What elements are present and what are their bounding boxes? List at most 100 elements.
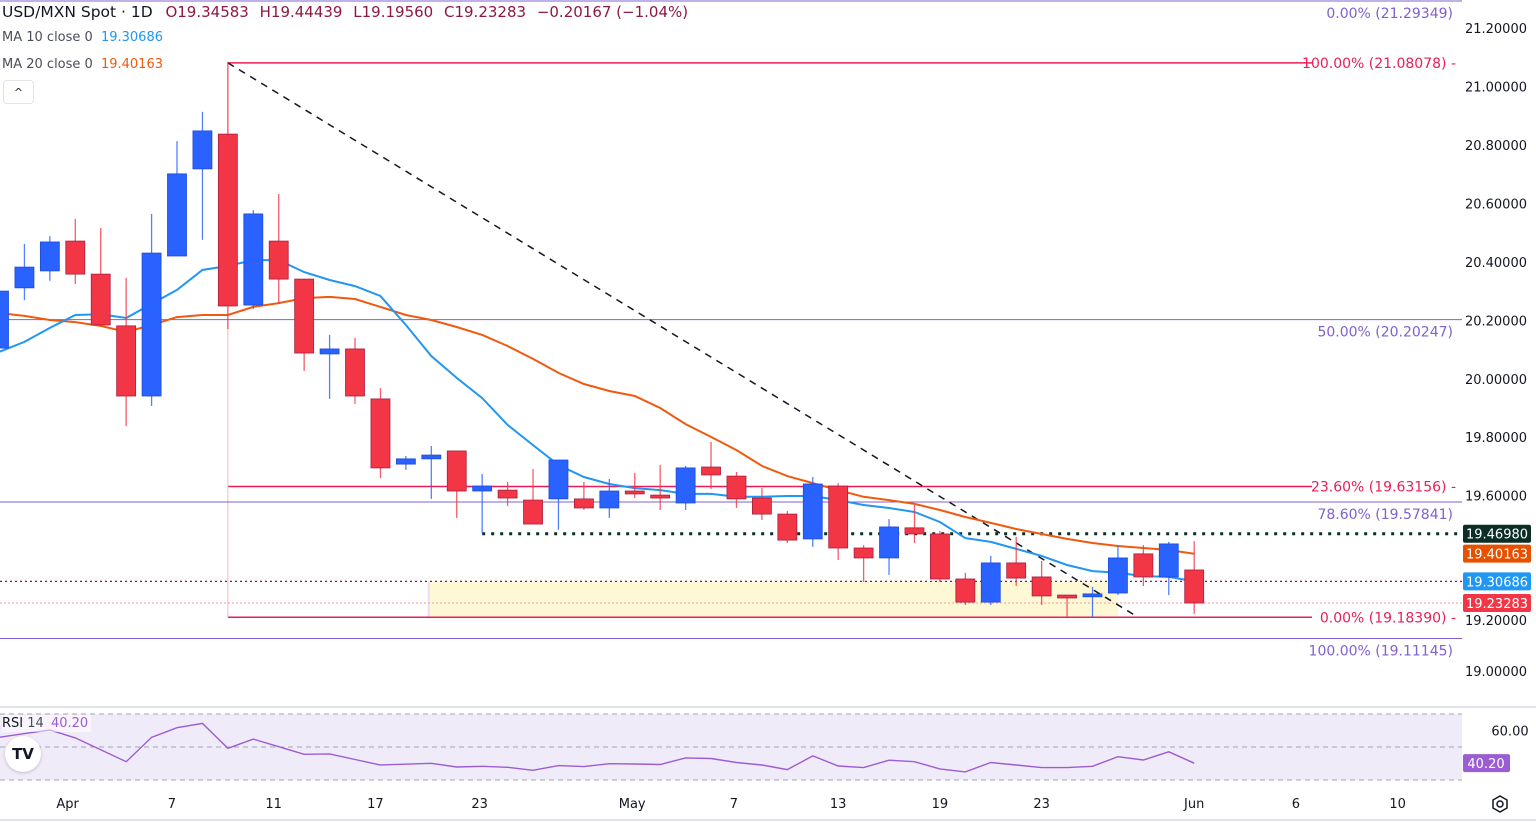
- rsi-pane: [0, 713, 1462, 781]
- candle-body: [1133, 553, 1154, 578]
- symbol-title[interactable]: USD/MXN Spot · 1D: [2, 3, 153, 21]
- rsi-label: RSI: [2, 716, 24, 731]
- rsi-line-path: [0, 722, 1195, 773]
- candle-body: [802, 483, 823, 540]
- candle-body: [395, 458, 416, 465]
- price-tick-label: 19.20000: [1465, 614, 1527, 629]
- price-tick-label: 19.00000: [1465, 665, 1527, 680]
- ma10-legend[interactable]: MA 10 close 0 19.30686: [2, 30, 163, 45]
- candle-body: [90, 273, 111, 326]
- candle-up: [0, 290, 9, 349]
- candle-body: [0, 290, 9, 349]
- candle-body: [1006, 562, 1027, 579]
- candle-up: [599, 479, 620, 518]
- rsi-tick-label: 60.00: [1491, 725, 1528, 740]
- candle-down: [116, 277, 137, 427]
- price-tick-label: 20.60000: [1465, 197, 1527, 212]
- candle-body: [421, 454, 442, 460]
- chevron-up-icon: ^: [13, 85, 24, 99]
- candle-body: [1057, 594, 1077, 599]
- candle-body: [497, 489, 518, 499]
- price-tick-label: 19.60000: [1465, 490, 1527, 505]
- candle-body: [599, 490, 620, 509]
- range-zone-rect: [428, 581, 1118, 618]
- candle-body: [217, 133, 238, 307]
- candle-body: [980, 562, 1001, 603]
- collapse-legend-button[interactable]: ^: [3, 80, 34, 104]
- candle-down: [904, 505, 925, 544]
- candle-down: [497, 481, 518, 506]
- time-tick-label: 11: [265, 797, 282, 812]
- time-axis[interactable]: Apr 7 11 17 23 May 7 13 19 23 Jun 6 10: [0, 797, 1536, 821]
- ma10-value: 19.30686: [100, 30, 163, 45]
- candle-body: [1031, 576, 1052, 597]
- time-tick-label: May: [619, 797, 646, 812]
- candle-body: [65, 240, 86, 275]
- candle-down: [90, 227, 111, 327]
- rsi-legend[interactable]: RSI 14 40.20: [2, 715, 92, 732]
- candle-down: [624, 472, 645, 499]
- candle-body: [904, 527, 925, 535]
- candle-body: [167, 173, 187, 257]
- candle-down: [752, 488, 772, 520]
- candles: [0, 61, 1205, 617]
- price-tick-label: 20.20000: [1465, 314, 1527, 329]
- candle-body: [14, 266, 35, 289]
- candle-down: [650, 464, 671, 511]
- candle-down: [573, 481, 594, 511]
- candle-body: [1184, 569, 1205, 604]
- settings-gear-icon[interactable]: [1490, 794, 1510, 814]
- candle-down: [1184, 541, 1205, 614]
- fib-purple-label: 100.00% (19.11145): [1309, 643, 1453, 659]
- candle-body: [370, 398, 391, 469]
- candle-body: [345, 348, 365, 397]
- ma20-legend[interactable]: MA 20 close 0 19.40163: [2, 57, 163, 72]
- candle-body: [141, 252, 162, 397]
- time-tick-label: 10: [1389, 797, 1406, 812]
- candle-down: [777, 510, 798, 544]
- candle-down: [930, 531, 950, 582]
- trendline: [227, 62, 1139, 618]
- candle-down: [828, 483, 849, 560]
- candle-down: [370, 388, 391, 479]
- time-tick-label: 6: [1292, 797, 1300, 812]
- tradingview-logo-icon[interactable]: TV: [5, 736, 41, 772]
- moving-averages: [0, 259, 1195, 583]
- candle-down: [217, 61, 238, 330]
- candle-up: [14, 244, 35, 301]
- price-badge-label: 19.46980: [1466, 528, 1528, 543]
- candle-down: [268, 194, 289, 304]
- price-tick-label: 19.80000: [1465, 431, 1527, 446]
- candle-down: [523, 469, 543, 525]
- candle-body: [319, 348, 340, 355]
- candle-down: [701, 441, 721, 489]
- candle-down: [1133, 545, 1154, 587]
- fib-red-label: 0.00% (19.18390) -: [1320, 610, 1456, 626]
- price-badge: [1463, 572, 1531, 591]
- price-axis[interactable]: 21.20000 21.00000 20.80000 20.60000 20.40000…: [0, 22, 1536, 773]
- candle-up: [1082, 586, 1103, 617]
- price-badge-label: 19.30686: [1466, 575, 1528, 590]
- price-tick-label: 21.20000: [1465, 22, 1527, 37]
- candle-body: [777, 513, 798, 541]
- candle-body: [243, 213, 264, 306]
- candle-up: [39, 236, 60, 281]
- candle-body: [624, 490, 645, 495]
- ma10-line: [0, 259, 1195, 583]
- dashed-trendline: [227, 62, 1139, 618]
- rsi-period: 14: [27, 716, 44, 731]
- candle-body: [116, 325, 137, 397]
- candle-up: [141, 213, 162, 406]
- candle-body: [1158, 543, 1179, 578]
- candle-body: [675, 467, 696, 504]
- fib-red-label: 23.60% (19.63156) -: [1311, 479, 1456, 495]
- candle-down: [446, 450, 467, 518]
- candle-body: [268, 240, 289, 280]
- ma20-label: MA 20 close 0: [2, 57, 93, 72]
- candle-body: [853, 547, 874, 559]
- candle-body: [192, 130, 213, 170]
- candle-body: [294, 278, 315, 354]
- candle-body: [548, 459, 569, 500]
- rsi-badge: [1463, 754, 1510, 773]
